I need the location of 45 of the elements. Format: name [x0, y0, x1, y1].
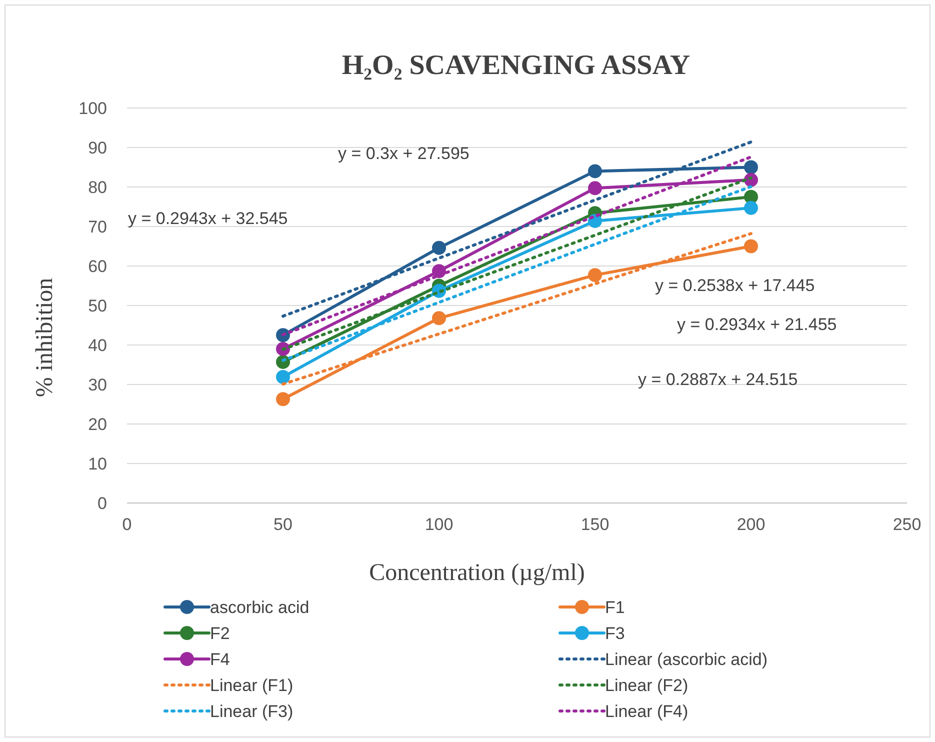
y-tick-label: 80 — [88, 178, 107, 197]
annotation: y = 0.2943x + 32.545 — [128, 209, 288, 228]
annotation: y = 0.2887x + 24.515 — [638, 370, 798, 389]
y-tick-label: 10 — [88, 454, 107, 474]
point — [432, 311, 446, 326]
x-tick-label: 150 — [580, 515, 610, 534]
legend-label: F3 — [605, 624, 625, 643]
point — [588, 268, 602, 282]
annotation: y = 0.3x + 27.595 — [338, 144, 470, 163]
legend-label: Linear (F3) — [210, 702, 294, 721]
y-tick-label: 60 — [88, 257, 107, 276]
point — [588, 164, 602, 178]
x-axis-title: Concentration (µg/ml) — [369, 560, 585, 586]
annotation: y = 0.2934x + 21.455 — [677, 315, 837, 334]
y-tick-label: 90 — [88, 138, 107, 158]
legend-label: F1 — [605, 598, 625, 617]
y-tick-label: 30 — [88, 376, 107, 394]
point — [432, 240, 446, 255]
legend-label: Linear (F2) — [605, 676, 688, 695]
y-tick-label: 50 — [88, 296, 107, 316]
point — [588, 181, 602, 196]
y-tick-label: 20 — [88, 415, 107, 434]
annotation: y = 0.2538x + 17.445 — [655, 276, 815, 295]
legend-label: Linear (ascorbic acid) — [605, 650, 768, 669]
point — [276, 370, 290, 384]
chart-title: H₂O₂ SCAVENGING ASSAY — [342, 50, 690, 81]
y-axis-title: % inhibition — [32, 278, 58, 398]
y-tick-label: 40 — [88, 336, 107, 355]
y-tick-label: 70 — [88, 218, 107, 236]
legend-label: Linear (F1) — [210, 676, 294, 695]
x-tick-label: 50 — [274, 515, 292, 534]
legend-label: F2 — [210, 624, 230, 643]
point — [276, 392, 290, 406]
y-tick-label: 0 — [98, 494, 107, 513]
y-tick-label: 100 — [78, 99, 107, 118]
point — [744, 200, 758, 215]
point — [744, 160, 758, 174]
x-tick-label: 200 — [736, 515, 766, 534]
legend-label: ascorbic acid — [210, 598, 310, 617]
x-tick-label: 250 — [892, 515, 922, 534]
x-tick-label: 0 — [122, 515, 132, 534]
legend-label: F4 — [210, 650, 230, 669]
point — [744, 239, 758, 254]
legend-label: Linear (F4) — [605, 702, 688, 721]
x-tick-label: 100 — [424, 515, 454, 534]
